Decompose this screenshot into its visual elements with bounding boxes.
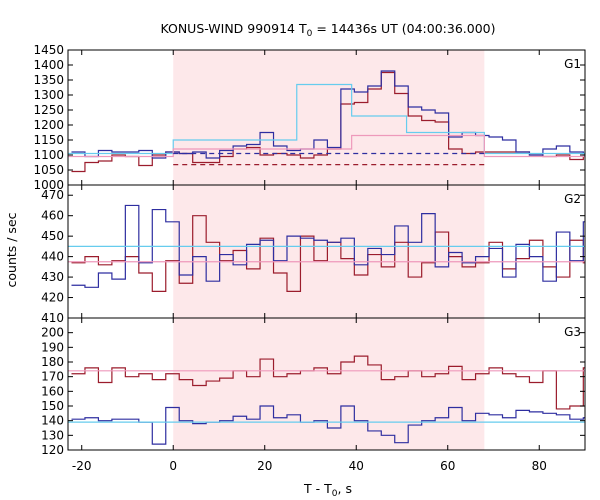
- panel-g2-blue-data-line: [71, 204, 585, 288]
- panel-g3-blue-data-line: [71, 405, 585, 445]
- panel-g3-y-tick-label: 150: [41, 399, 64, 413]
- panel-g1-y-tick-label: 1000: [33, 178, 64, 192]
- panel-g3-y-tick-label: 190: [41, 340, 64, 354]
- panel-g3-y-tick-label: 140: [41, 414, 64, 428]
- panel-g1-y-tick-label: 1100: [33, 148, 64, 162]
- panel-g3-frame: [67, 317, 586, 451]
- panel-g2-y-tick-label: 420: [41, 291, 64, 305]
- y-axis-label: counts / sec: [4, 212, 19, 287]
- panel-g1-y-tick-label: 1300: [33, 88, 64, 102]
- plot-area: 1000105011001150120012501300135014001450…: [33, 43, 586, 473]
- panel-g2-y-tick-label: 430: [41, 270, 64, 284]
- chart-title-subscript: 0: [307, 29, 313, 39]
- panel-g1-pink-fit-line: [68, 134, 585, 158]
- x-axis-label: T - T0, s: [303, 481, 352, 499]
- panel-g1-y-tick-label: 1150: [33, 133, 64, 147]
- panel-g1-red-data-line: [71, 71, 585, 173]
- panel-g2-y-tick-label: 470: [41, 188, 64, 202]
- panel-g1-label: G1: [564, 57, 581, 71]
- x-tick-label: -20: [72, 459, 92, 473]
- panel-g1-y-tick-label: 1250: [33, 103, 64, 117]
- panel-g2-label: G2: [564, 192, 581, 206]
- panel-g3-y-tick-label: 130: [41, 428, 64, 442]
- x-tick-label: 20: [257, 459, 272, 473]
- panel-g2-y-tick-label: 450: [41, 229, 64, 243]
- panel-g3-y-tick-label: 170: [41, 370, 64, 384]
- panel-g1-y-tick-label: 1450: [33, 43, 64, 57]
- x-tick-label: 80: [532, 459, 547, 473]
- panel-g3-y-tick-label: 120: [41, 443, 64, 457]
- panel-g2-y-tick-label: 440: [41, 250, 64, 264]
- panel-g2-y-tick-label: 460: [41, 209, 64, 223]
- x-axis-label-subscript: 0: [332, 489, 338, 499]
- panel-g3-y-tick-label: 160: [41, 384, 64, 398]
- panel-g1-y-tick-label: 1050: [33, 163, 64, 177]
- chart-title: KONUS-WIND 990914 T0 = 14436s UT (04:00:…: [160, 21, 495, 39]
- panel-g3-y-tick-label: 200: [41, 326, 64, 340]
- panel-g1-y-tick-label: 1200: [33, 118, 64, 132]
- panel-g3-red-data-line: [71, 355, 585, 410]
- panel-g2-y-tick-label: 410: [41, 311, 64, 325]
- panel-g3-label: G3: [564, 325, 581, 339]
- panel-g1-y-tick-label: 1400: [33, 58, 64, 72]
- x-tick-label: 60: [440, 459, 455, 473]
- panel-g1-y-tick-label: 1350: [33, 73, 64, 87]
- panel-g3-y-tick-label: 180: [41, 355, 64, 369]
- x-tick-label: 0: [169, 459, 177, 473]
- x-tick-label: 40: [349, 459, 364, 473]
- shaded-interval: [173, 50, 485, 450]
